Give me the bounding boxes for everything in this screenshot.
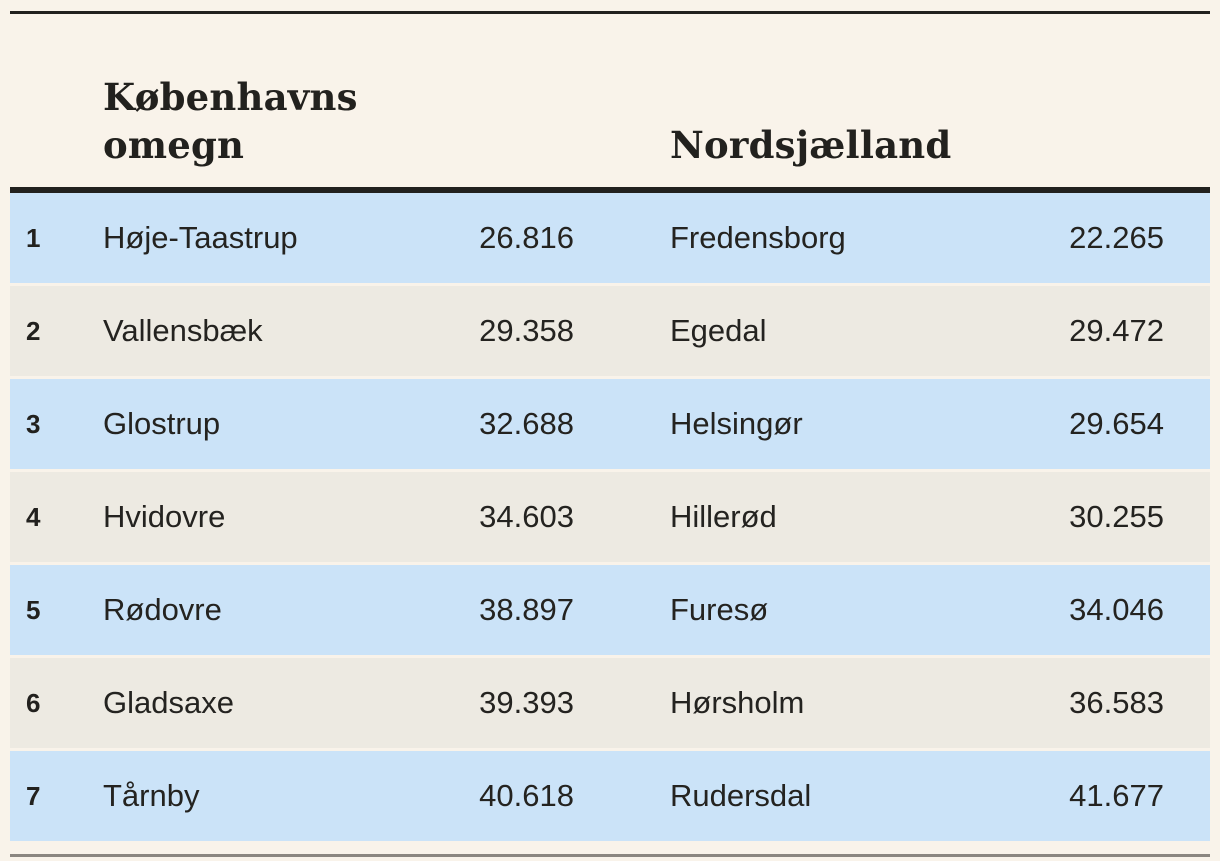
table-row: 7 Tårnby 40.618 Rudersdal 41.677 [10,748,1210,841]
municipality-cell-left: Gladsaxe [103,685,234,720]
table-body: 1 Høje-Taastrup 26.816 Fredensborg 22.26… [10,193,1210,841]
municipality-cell-right: Egedal [670,313,767,348]
value-cell-right: 36.583 [1069,685,1164,720]
value-cell-right: 30.255 [1069,499,1164,534]
municipality-cell-left: Hvidovre [103,499,226,534]
value-cell-right: 29.654 [1069,406,1164,441]
table-row: 6 Gladsaxe 39.393 Hørsholm 36.583 [10,655,1210,748]
municipality-cell-right: Helsingør [670,406,803,441]
column-header-right-region: Nordsjælland [610,121,1210,169]
value-cell-right: 41.677 [1069,778,1164,813]
table-row: 4 Hvidovre 34.603 Hillerød 30.255 [10,469,1210,562]
top-rule [10,11,1210,14]
value-cell-left: 38.897 [479,592,574,627]
municipality-cell-right: Hørsholm [670,685,805,720]
rank-cell: 3 [26,408,41,439]
table-row: 3 Glostrup 32.688 Helsingør 29.654 [10,376,1210,469]
value-cell-right: 22.265 [1069,220,1164,255]
municipality-cell-left: Rødovre [103,592,222,627]
header-rule [10,187,1210,193]
rank-cell: 5 [26,594,41,625]
value-cell-right: 29.472 [1069,313,1164,348]
municipality-cell-right: Rudersdal [670,778,812,813]
right-region-label: Nordsjælland [670,123,952,167]
value-cell-left: 34.603 [479,499,574,534]
municipality-cell-right: Hillerød [670,499,777,534]
rank-cell: 4 [26,501,41,532]
municipality-cell-left: Høje-Taastrup [103,220,298,255]
municipality-cell-left: Vallensbæk [103,313,263,348]
rank-cell: 7 [26,780,41,811]
municipality-cell-right: Fredensborg [670,220,846,255]
value-cell-left: 40.618 [479,778,574,813]
value-cell-left: 26.816 [479,220,574,255]
rank-cell: 6 [26,687,41,718]
column-header-left-region: Københavns omegn [103,73,610,169]
value-cell-left: 32.688 [479,406,574,441]
municipality-cell-left: Glostrup [103,406,221,441]
table-row: 2 Vallensbæk 29.358 Egedal 29.472 [10,283,1210,376]
municipality-cell-left: Tårnby [103,778,200,813]
table-row: 1 Høje-Taastrup 26.816 Fredensborg 22.26… [10,193,1210,283]
region-comparison-table: Københavns omegn Nordsjælland 1 Høje-Taa… [10,11,1210,857]
value-cell-left: 29.358 [479,313,574,348]
value-cell-left: 39.393 [479,685,574,720]
table-header: Københavns omegn Nordsjælland [10,14,1210,187]
municipality-cell-right: Furesø [670,592,769,627]
rank-cell: 2 [26,315,41,346]
table-row: 5 Rødovre 38.897 Furesø 34.046 [10,562,1210,655]
value-cell-right: 34.046 [1069,592,1164,627]
rank-cell: 1 [26,222,41,253]
left-region-label: Københavns omegn [103,75,358,167]
bottom-rule [10,854,1210,857]
